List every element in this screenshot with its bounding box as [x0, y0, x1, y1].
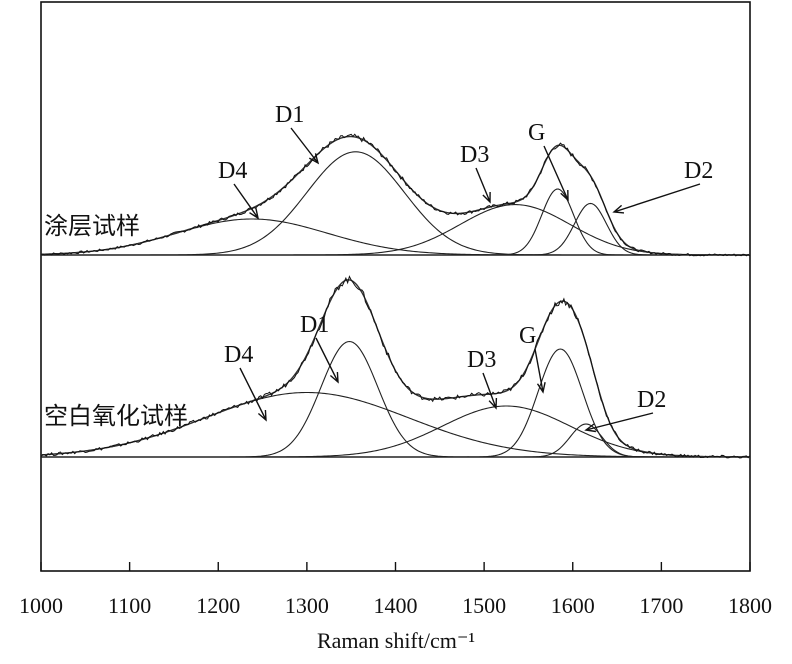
- peak-arrow-g: [543, 145, 569, 202]
- peak-label-d1: D1: [300, 312, 329, 338]
- peak-label-d1: D1: [275, 102, 304, 128]
- peak-label-g: G: [519, 323, 536, 349]
- measured-spectrum: [40, 275, 751, 459]
- x-axis: 1000 1100 1200 1300 1400 1500 1600 1700 1800: [19, 562, 772, 618]
- peak-label-g: G: [528, 120, 545, 146]
- peak-label-d3: D3: [467, 347, 496, 373]
- peak-label-d4: D4: [224, 342, 253, 368]
- peak-arrow-d1: [290, 127, 320, 165]
- peak-arrow-d4: [239, 367, 267, 422]
- fit-curve-d4: [40, 218, 750, 256]
- peak-arrow-d2: [612, 183, 701, 214]
- fit-curve-d3: [41, 204, 750, 256]
- sample-label: 空白氧化试样: [44, 402, 188, 430]
- x-tick-label-1600: 1600: [551, 593, 595, 618]
- fit-envelope: [40, 279, 750, 458]
- x-tick-label-1700: 1700: [639, 593, 683, 618]
- x-tick-label-1100: 1100: [108, 593, 151, 618]
- x-tick-label-1800: 1800: [728, 593, 772, 618]
- peak-arrow-d3: [482, 372, 498, 410]
- peak-arrow-g: [534, 348, 546, 394]
- panel-blank-oxidized-sample: 空白氧化试样 D4 D1 D3 G D2: [40, 275, 751, 459]
- fit-curve-d2: [41, 423, 750, 458]
- x-axis-label: Raman shift/cm⁻¹: [317, 628, 475, 653]
- peak-label-d3: D3: [460, 142, 489, 168]
- x-tick-label-1400: 1400: [374, 593, 418, 618]
- x-tick-label-1200: 1200: [196, 593, 240, 618]
- plot-frame: [40, 1, 751, 572]
- sample-label: 涂层试样: [44, 212, 140, 240]
- fit-envelope: [40, 135, 750, 256]
- peak-arrow-d1: [315, 337, 339, 384]
- x-tick-label-1500: 1500: [462, 593, 506, 618]
- x-tick-label-1300: 1300: [285, 593, 329, 618]
- peak-label-d2: D2: [637, 387, 666, 413]
- fit-curve-d2: [41, 202, 750, 256]
- peak-arrow-d3: [475, 167, 491, 204]
- x-tick-label-1000: 1000: [19, 593, 63, 618]
- fit-curve-g: [41, 188, 750, 256]
- peak-label-d2: D2: [684, 158, 713, 184]
- peak-label-d4: D4: [218, 158, 247, 184]
- measured-spectrum: [40, 133, 751, 257]
- peak-arrow-d2: [584, 412, 654, 433]
- panel-coating-sample: 涂层试样 D4 D1 D3 G D2: [40, 102, 751, 257]
- peak-arrow-d4: [233, 183, 260, 220]
